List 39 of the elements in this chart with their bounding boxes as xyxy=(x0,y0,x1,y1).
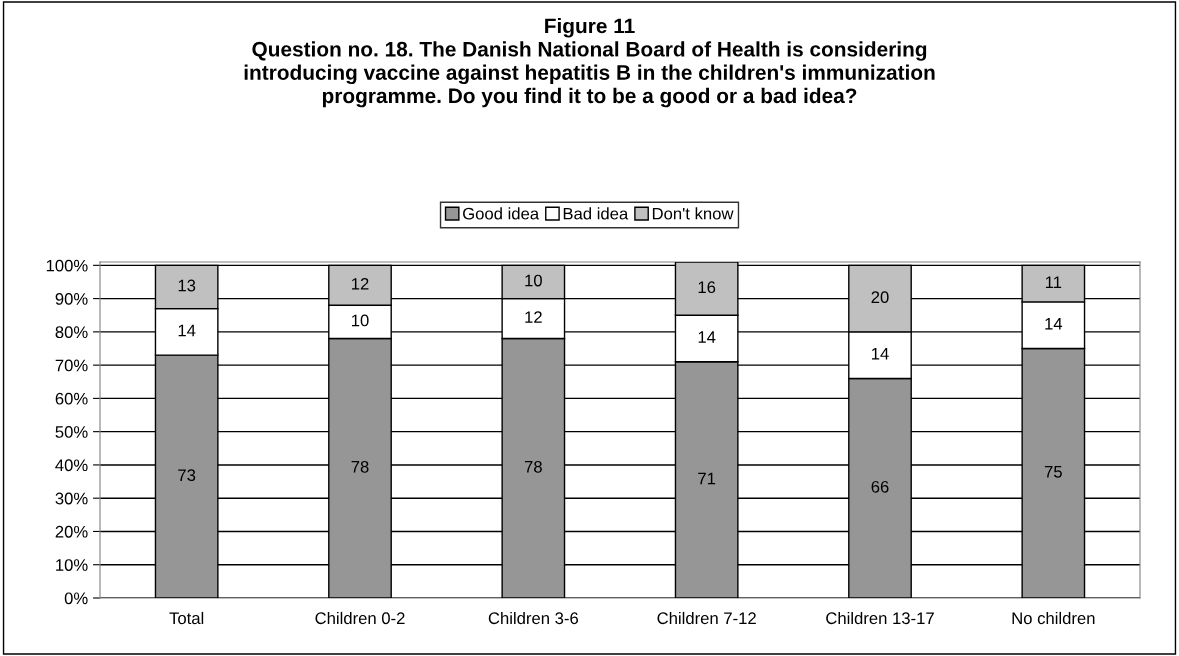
data-label: 12 xyxy=(525,311,542,323)
y-tick-label: 60% xyxy=(55,392,88,405)
data-label: 14 xyxy=(872,347,889,360)
data-label: 78 xyxy=(524,460,542,473)
data-label: 14 xyxy=(698,331,716,343)
data-label: 78 xyxy=(351,460,369,473)
x-tick-label: Children 7-12 xyxy=(657,611,756,625)
data-label: 13 xyxy=(178,279,196,292)
y-tick-label: 30% xyxy=(55,492,88,505)
data-label: 16 xyxy=(698,281,716,294)
legend-label: Good idea xyxy=(463,207,540,220)
y-tick-label: 80% xyxy=(55,326,88,339)
data-label: 10 xyxy=(525,274,542,287)
y-tick-label: 50% xyxy=(55,426,88,438)
y-tick-label: 0% xyxy=(64,592,88,605)
x-tick-label: Total xyxy=(169,611,204,625)
data-label: 71 xyxy=(698,472,716,485)
data-label: 12 xyxy=(352,277,369,290)
data-label: 14 xyxy=(178,324,196,337)
data-label: 20 xyxy=(871,291,889,304)
y-tick-label: 20% xyxy=(55,525,88,538)
x-tick-label: Children 13-17 xyxy=(826,611,934,625)
chart-title: Figure 11 Question no. 18. The Danish National Board of Health is considering introducing vaccine against hepatitis B in the children's immunization programme. Do you find it to be a good or a bad idea? xyxy=(244,18,935,108)
y-tick-label: 100% xyxy=(46,259,88,272)
data-label: 10 xyxy=(352,314,369,327)
data-label: 66 xyxy=(871,480,889,493)
data-label: 11 xyxy=(1045,276,1062,288)
data-label: 14 xyxy=(1045,318,1063,330)
data-label: 75 xyxy=(1044,466,1062,478)
x-tick-label: Children 3-6 xyxy=(488,611,578,625)
legend-label: Don't know xyxy=(652,207,734,220)
y-tick-label: 10% xyxy=(56,559,88,571)
y-tick-label: 90% xyxy=(55,293,88,305)
y-tick-label: 40% xyxy=(55,459,88,472)
x-tick-label: Children 0-2 xyxy=(315,611,405,625)
y-tick-label: 70% xyxy=(55,359,88,372)
x-tick-label: No children xyxy=(1012,611,1095,625)
legend-label: Bad idea xyxy=(563,207,629,220)
data-label: 73 xyxy=(178,469,196,482)
